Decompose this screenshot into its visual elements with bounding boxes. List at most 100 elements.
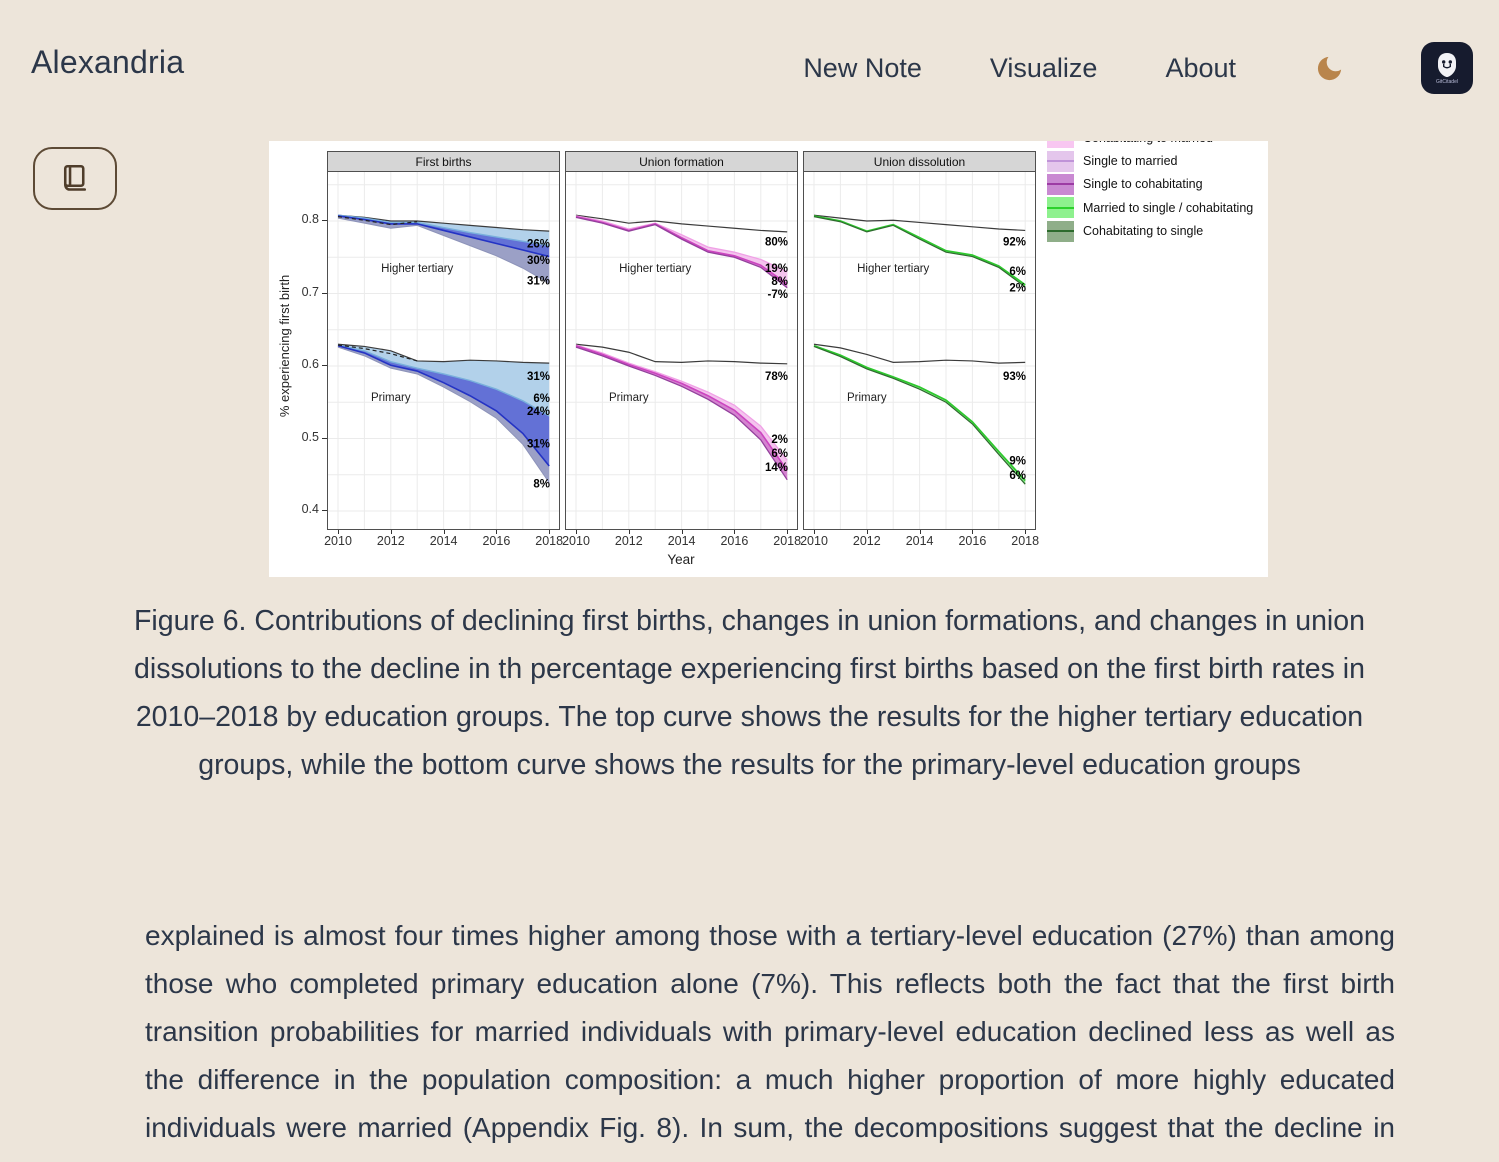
y-tick-label: 0.4 [301, 502, 319, 516]
legend-swatch [1047, 197, 1074, 219]
figure-caption: Figure 6. Contributions of declining fir… [134, 605, 1365, 781]
x-tick-label: 2018 [1011, 534, 1040, 548]
panel-title-2: Union formation [565, 151, 798, 172]
legend-label: Married to single / cohabitating [1083, 200, 1254, 215]
svg-text:-7%: -7% [768, 289, 788, 301]
panel-title-1: First births [327, 151, 560, 172]
main-nav: New Note Visualize About GitCitadel [735, 42, 1473, 94]
gitcitadel-logo-text: GitCitadel [1436, 78, 1458, 85]
x-tick-mark [496, 530, 498, 534]
x-tick-mark [681, 530, 683, 534]
x-tick-label: 2012 [852, 534, 881, 548]
gitcitadel-logo-button[interactable]: GitCitadel [1421, 42, 1473, 94]
x-tick-label: 2016 [720, 534, 749, 548]
y-axis-label: % experiencing first birth [277, 274, 292, 418]
legend-swatch [1047, 220, 1074, 242]
nav-about[interactable]: About [1165, 52, 1236, 83]
y-tick-mark [322, 292, 327, 294]
svg-text:6%: 6% [1009, 266, 1026, 278]
y-tick-label: 0.8 [301, 212, 319, 226]
legend-item: Cohabitating to single [1047, 220, 1253, 243]
x-tick-label: 2012 [614, 534, 643, 548]
reader-mode-button[interactable] [33, 147, 117, 210]
gitcitadel-shield-icon [1435, 52, 1459, 78]
svg-text:78%: 78% [765, 371, 788, 383]
svg-text:19%: 19% [765, 263, 788, 275]
x-tick-label: 2012 [376, 534, 405, 548]
x-tick-mark [866, 530, 868, 534]
y-tick-label: 0.5 [301, 429, 319, 444]
panel-title-3: Union dissolution [803, 151, 1036, 172]
svg-text:8%: 8% [771, 276, 788, 288]
x-tick-mark [787, 530, 789, 534]
x-tick-mark [338, 530, 339, 534]
y-tick-mark [322, 365, 327, 366]
legend-swatch [1047, 150, 1074, 172]
x-tick-label: 2010 [800, 534, 828, 548]
chart-legend: Cohabitating to married Single to married… [1047, 141, 1253, 243]
x-tick-label: 2014 [667, 534, 696, 548]
svg-text:9%: 9% [1009, 455, 1026, 467]
x-tick-mark [734, 530, 736, 534]
svg-text:2%: 2% [1009, 283, 1026, 295]
legend-label: Cohabitating to single [1083, 224, 1204, 239]
x-tick-mark [549, 530, 551, 534]
panel-plot-2: Higher tertiary 80% 19%8%-7% Primary 78% 2% 6%… [565, 171, 798, 530]
svg-text:31%: 31% [527, 275, 550, 287]
panel-plot-1: Higher tertiary 26% 30% 31% Primary 31% 6%24% 3… [327, 171, 560, 530]
legend-item: Married to single / cohabitating [1047, 196, 1253, 219]
x-tick-mark [576, 530, 577, 534]
x-tick-label: 2018 [535, 534, 564, 548]
x-tick-label: 2010 [562, 534, 590, 548]
x-tick-label: 2016 [482, 534, 511, 548]
svg-text:92%: 92% [1003, 236, 1026, 248]
x-tick-mark [443, 530, 445, 534]
legend-item: Cohabitating to married [1047, 141, 1253, 149]
x-tick-label: 2014 [429, 534, 458, 548]
legend-item: Single to married [1047, 149, 1253, 172]
x-tick-mark [390, 530, 392, 534]
article-paragraph: explained is almost four times higher am… [145, 920, 1395, 1162]
y-tick-label: 0.6 [301, 357, 319, 371]
svg-text:26%: 26% [527, 238, 550, 250]
svg-text:30%: 30% [527, 255, 550, 267]
svg-text:2%: 2% [771, 434, 788, 446]
book-icon [57, 161, 93, 197]
svg-text:6%: 6% [533, 393, 550, 405]
panel-plot-3: Higher tertiary 92% 6% 2% Primary 93% 9% 6% [803, 171, 1036, 530]
svg-text:6%: 6% [771, 448, 788, 460]
moon-icon [1314, 53, 1345, 84]
legend-swatch [1047, 141, 1074, 149]
svg-text:Higher tertiary: Higher tertiary [619, 263, 691, 275]
svg-text:31%: 31% [527, 371, 550, 383]
x-tick-mark [814, 530, 815, 534]
svg-text:Primary: Primary [847, 392, 887, 404]
y-tick-label: 0.7 [301, 284, 319, 299]
svg-text:6%: 6% [1009, 470, 1026, 482]
legend-label: Cohabitating to married [1083, 141, 1213, 145]
svg-text:Primary: Primary [371, 392, 411, 404]
nav-visualize[interactable]: Visualize [989, 52, 1098, 83]
x-tick-mark [1025, 530, 1027, 534]
x-tick-label: 2018 [773, 534, 802, 548]
x-tick-mark [628, 530, 630, 534]
x-tick-label: 2016 [958, 534, 987, 548]
svg-text:8%: 8% [533, 478, 550, 490]
y-tick-mark [322, 220, 327, 221]
y-tick-mark [322, 437, 327, 439]
legend-item: Single to cohabitating [1047, 173, 1253, 196]
app-title: Alexandria [31, 44, 185, 80]
x-axis-label: Year [667, 552, 695, 567]
x-tick-mark [919, 530, 921, 534]
svg-text:Higher tertiary: Higher tertiary [381, 263, 453, 275]
nav-new-note[interactable]: New Note [803, 52, 922, 83]
app-header: Alexandria New Note Visualize About GitC… [0, 0, 1499, 110]
svg-text:80%: 80% [765, 236, 788, 248]
svg-text:31%: 31% [527, 439, 550, 451]
svg-text:93%: 93% [1003, 371, 1026, 383]
theme-toggle-button[interactable] [1314, 42, 1345, 94]
legend-label: Single to cohabitating [1083, 177, 1203, 192]
y-tick-mark [322, 510, 327, 511]
x-tick-mark [972, 530, 974, 534]
svg-text:24%: 24% [527, 406, 550, 418]
